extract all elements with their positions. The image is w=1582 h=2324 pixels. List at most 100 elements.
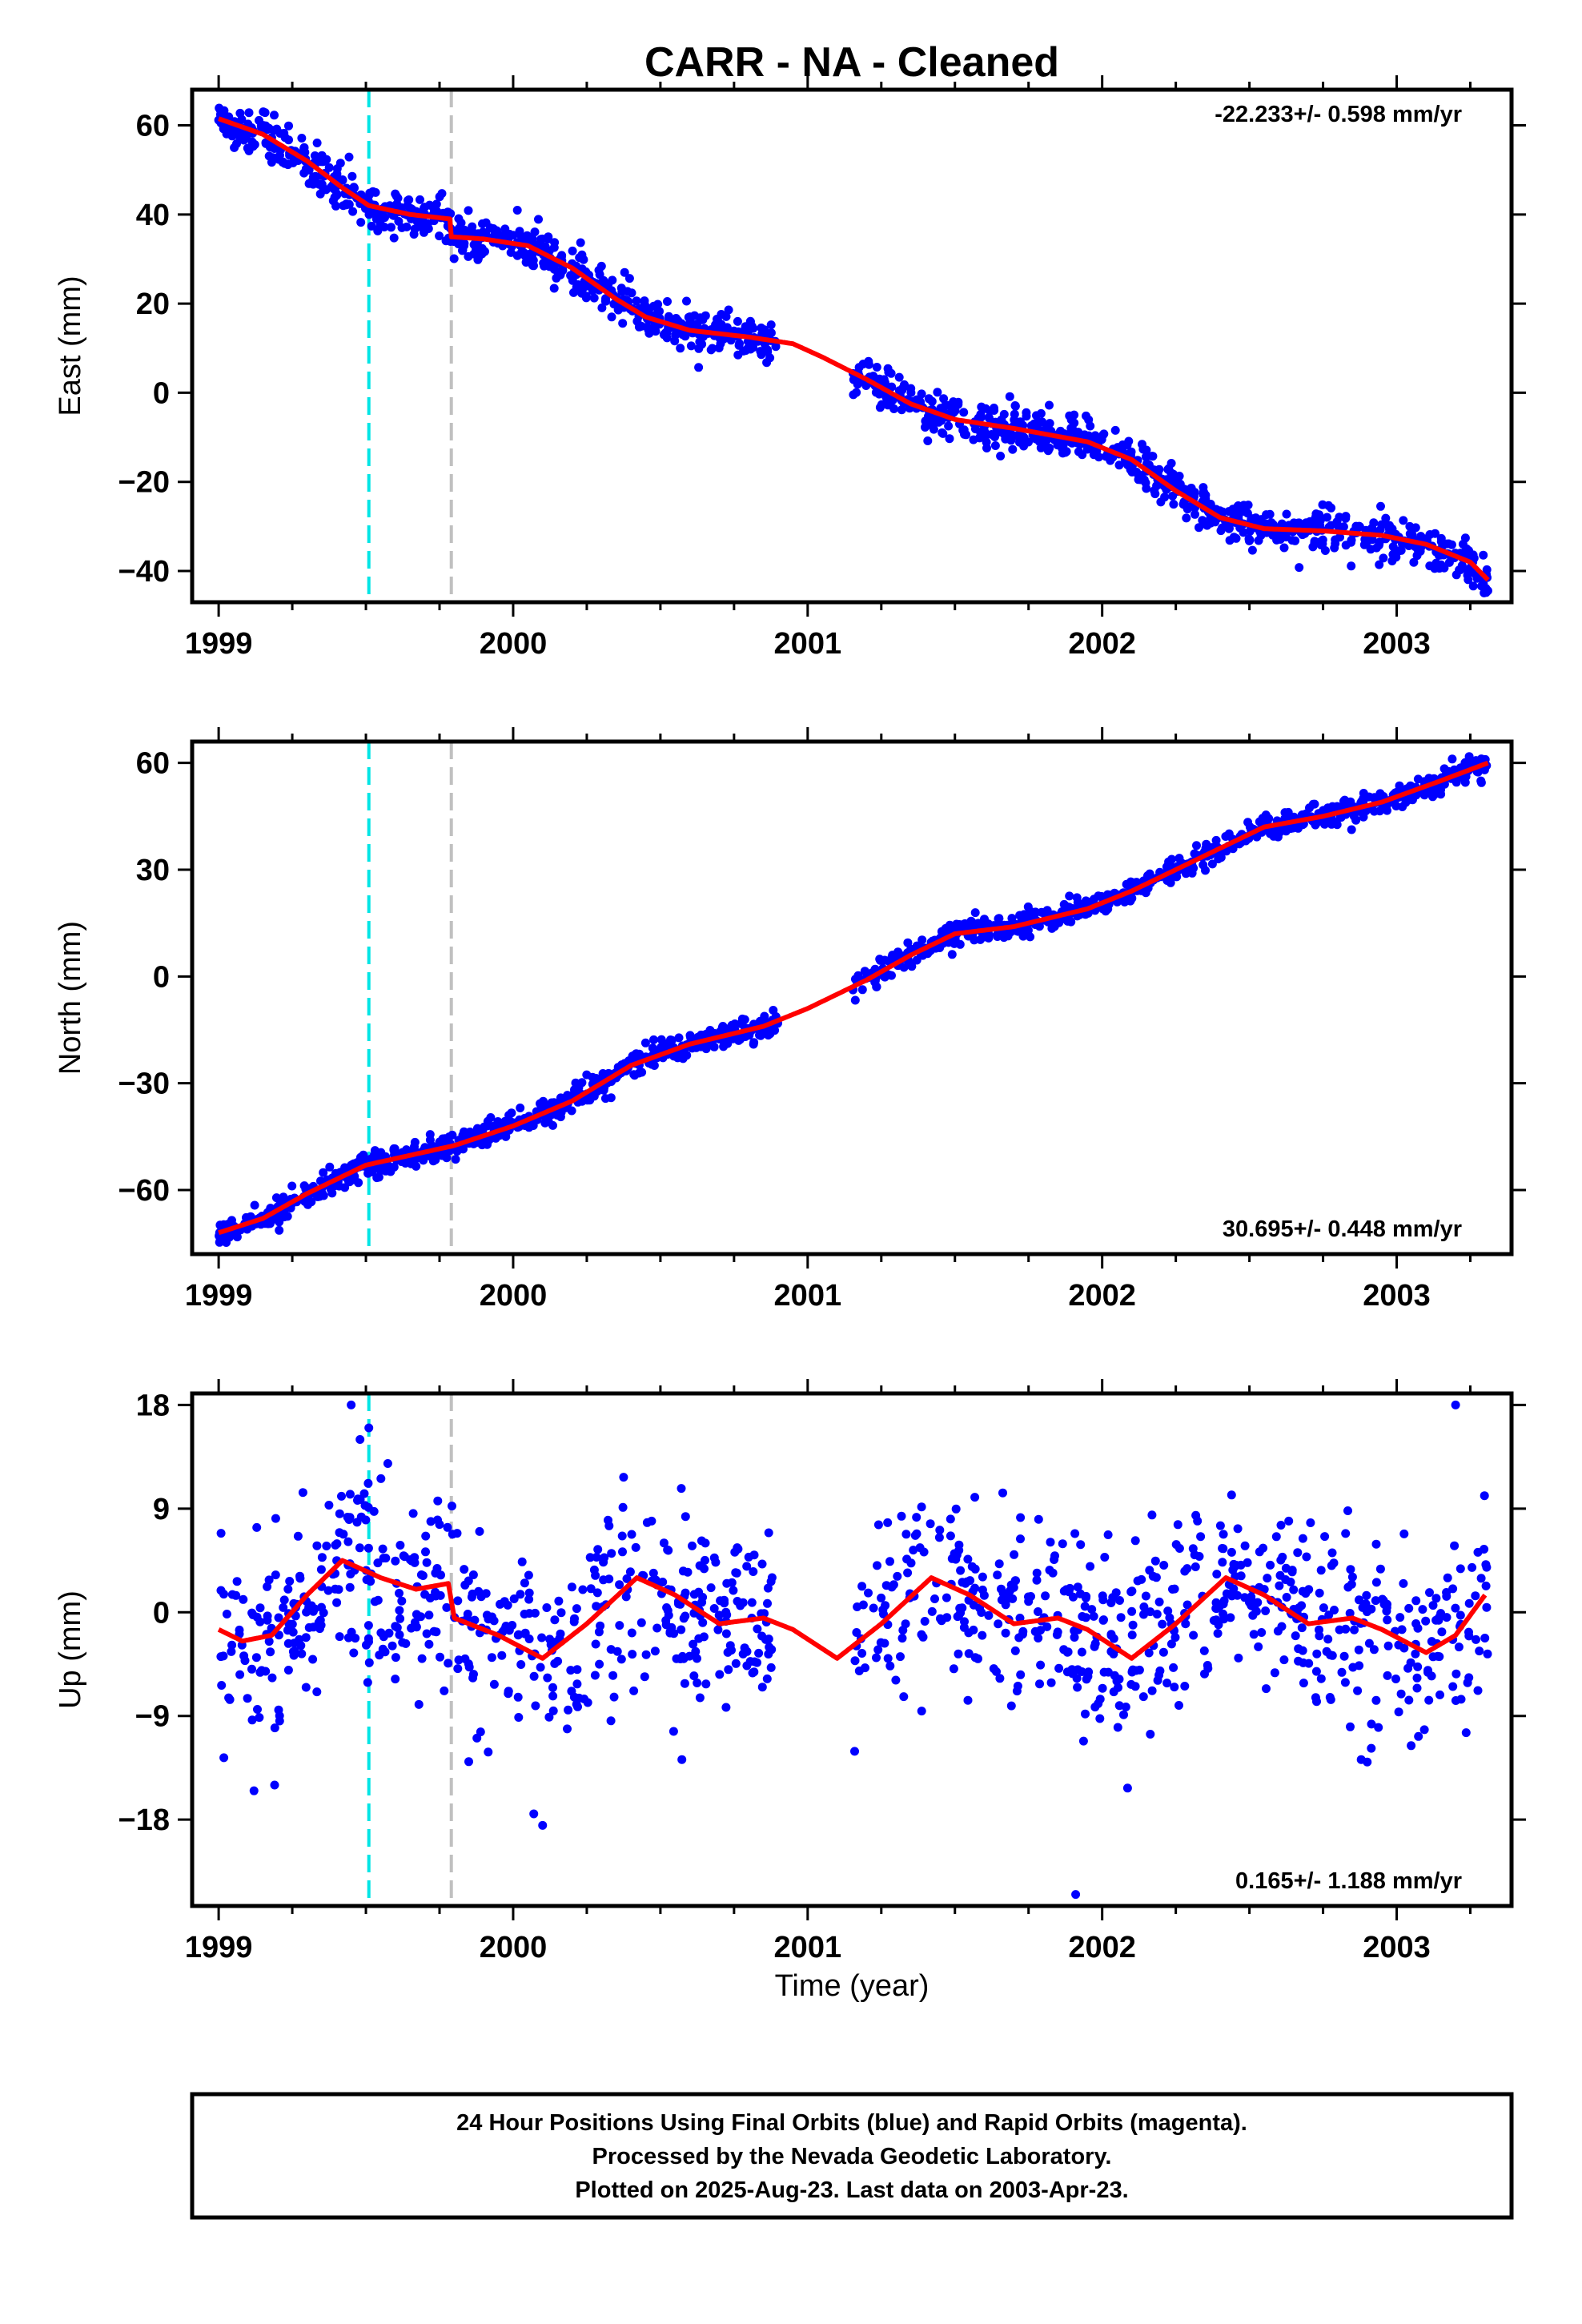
data-point <box>1439 764 1449 774</box>
east-panel: 1999 2000 2001 2002 2003 −40 −20 0 20 40 60 East (m… <box>54 75 1526 661</box>
data-point <box>1481 1581 1491 1590</box>
data-point <box>344 1515 354 1524</box>
data-point <box>1050 1551 1059 1561</box>
y-tick-label: 9 <box>153 1493 170 1526</box>
data-point <box>1159 1561 1169 1570</box>
data-point <box>693 1679 702 1687</box>
data-point <box>1343 1582 1353 1592</box>
data-point <box>618 319 628 328</box>
data-point <box>316 1565 326 1574</box>
data-point <box>903 1568 913 1578</box>
x-tick-label: 2001 <box>774 1279 842 1313</box>
data-point <box>1209 1616 1219 1625</box>
data-point <box>701 1679 711 1689</box>
data-point <box>1451 1696 1460 1705</box>
data-point <box>567 1687 576 1696</box>
data-point <box>1224 524 1234 533</box>
data-point <box>1411 1649 1420 1659</box>
data-point <box>443 1522 452 1532</box>
data-point <box>516 1660 526 1669</box>
data-point <box>1375 1564 1385 1574</box>
data-point <box>568 246 577 255</box>
data-point <box>431 1568 440 1578</box>
data-point <box>1022 412 1031 421</box>
data-point <box>765 353 775 363</box>
data-point <box>216 1652 226 1662</box>
data-point <box>1115 1596 1124 1605</box>
data-point <box>424 1639 434 1649</box>
data-point <box>325 1162 335 1172</box>
data-point <box>857 1649 867 1658</box>
data-point <box>1421 1616 1431 1626</box>
data-point <box>1030 1626 1040 1636</box>
data-point <box>311 155 321 164</box>
data-point <box>263 1582 272 1591</box>
data-point <box>1203 1661 1212 1670</box>
data-point <box>1476 778 1486 787</box>
data-point <box>898 383 908 392</box>
data-point <box>904 959 913 968</box>
data-point <box>1399 1578 1408 1588</box>
data-point <box>407 1623 416 1633</box>
data-point <box>1341 1529 1351 1538</box>
data-point <box>478 1125 488 1135</box>
data-point <box>949 1664 958 1674</box>
data-point <box>1084 1667 1094 1677</box>
data-point <box>984 412 994 422</box>
data-point <box>1013 927 1022 936</box>
data-point <box>939 394 949 404</box>
data-point <box>1316 1566 1326 1575</box>
data-point <box>1098 1595 1108 1605</box>
data-point <box>1291 1631 1300 1641</box>
data-point <box>850 995 860 1005</box>
data-point <box>984 1610 994 1620</box>
data-point <box>1302 1552 1311 1562</box>
data-point <box>410 224 420 234</box>
model-curve <box>217 116 1490 582</box>
data-point <box>1070 1529 1080 1538</box>
data-point <box>598 1069 608 1078</box>
data-point <box>1182 513 1191 523</box>
footer-border <box>190 2092 1514 2220</box>
data-point <box>606 1716 616 1726</box>
data-point <box>476 1592 486 1602</box>
data-point <box>608 1671 618 1680</box>
data-point <box>524 1609 534 1618</box>
data-point <box>1351 815 1361 825</box>
data-points <box>214 103 1492 597</box>
y-axis-label: North (mm) <box>54 921 87 1075</box>
data-point <box>1175 480 1185 489</box>
data-point <box>543 1673 552 1683</box>
data-point <box>1375 560 1384 569</box>
data-point <box>444 1659 453 1668</box>
data-point <box>1200 1669 1209 1679</box>
data-point <box>274 1613 283 1622</box>
data-point <box>451 226 460 235</box>
data-point <box>595 1659 604 1669</box>
data-point-outlier <box>414 1699 424 1709</box>
data-point <box>935 1526 945 1535</box>
data-point <box>1073 1582 1082 1592</box>
data-point <box>363 1678 372 1687</box>
data-point <box>1045 400 1054 410</box>
data-point <box>977 402 986 412</box>
data-point <box>257 1666 267 1675</box>
data-point <box>264 1637 274 1647</box>
data-point <box>521 258 531 267</box>
data-point <box>1214 854 1223 864</box>
data-point <box>1383 1671 1392 1680</box>
data-point <box>1413 1623 1423 1633</box>
data-point <box>1065 891 1074 901</box>
data-point <box>1010 1550 1019 1559</box>
data-point <box>1215 1521 1225 1530</box>
data-point <box>1287 536 1297 545</box>
data-point <box>425 1152 435 1161</box>
data-point <box>1311 820 1320 830</box>
data-point <box>975 433 984 443</box>
data-point <box>872 982 881 991</box>
data-point <box>897 1511 906 1521</box>
data-point <box>849 390 858 400</box>
data-point <box>308 179 318 189</box>
data-point <box>1128 1620 1138 1630</box>
data-point <box>489 1679 499 1689</box>
